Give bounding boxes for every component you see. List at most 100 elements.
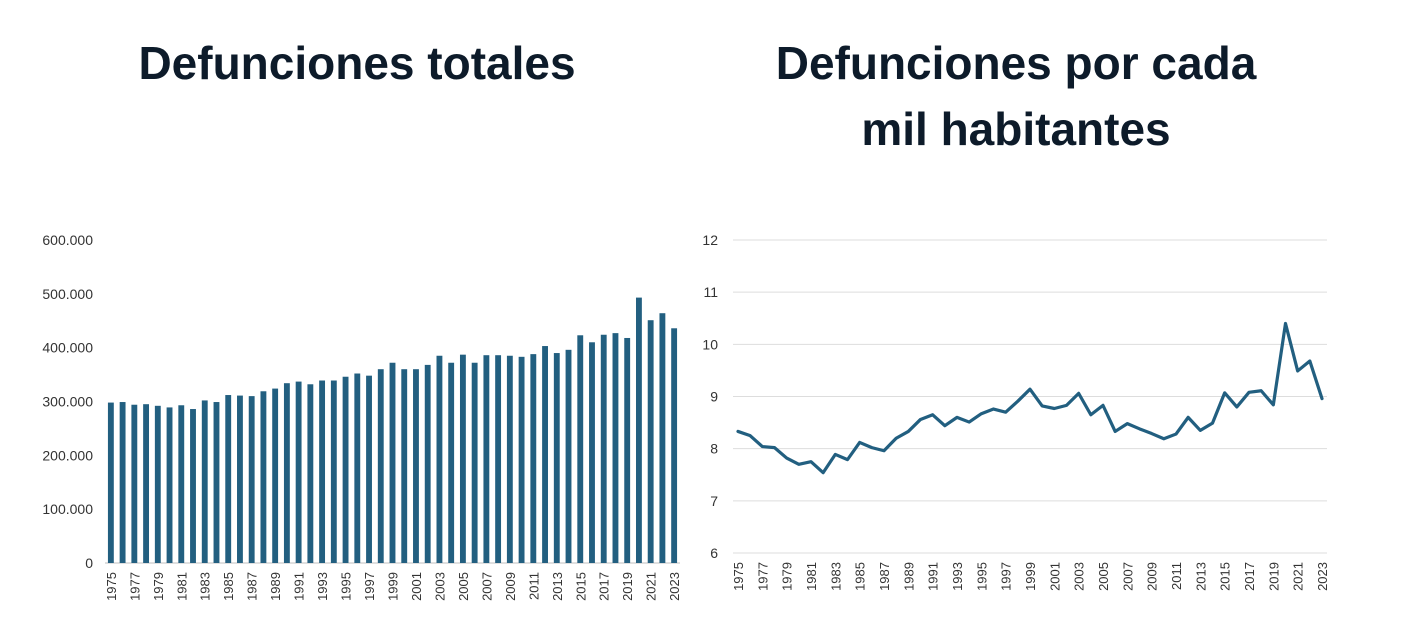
death-rate-series-line — [736, 321, 1324, 475]
line-point-1999 — [1029, 388, 1031, 390]
bar-x-tick-label: 1979 — [151, 572, 166, 601]
line-point-2015 — [1223, 392, 1225, 394]
bar-1984 — [213, 402, 220, 563]
line-x-tick-label: 1981 — [804, 562, 819, 591]
bar-y-tick-label: 100.000 — [42, 501, 93, 517]
bar-2017 — [600, 334, 607, 563]
line-x-tick-label: 2005 — [1096, 562, 1111, 591]
line-point-2006 — [1114, 430, 1116, 432]
bar-1983 — [201, 400, 208, 563]
bar-x-tick-label: 1977 — [127, 572, 142, 601]
bar-2006 — [471, 362, 478, 563]
bar-2000 — [401, 369, 408, 563]
bar-2011 — [530, 354, 537, 563]
line-point-1979 — [785, 457, 787, 459]
bar-1981 — [178, 405, 185, 563]
bar-x-tick-label: 1985 — [221, 572, 236, 601]
line-y-tick-label: 8 — [710, 441, 718, 457]
line-point-1985 — [858, 441, 860, 443]
bar-2013 — [553, 353, 560, 563]
bar-x-tick-label: 2007 — [479, 572, 494, 601]
bar-x-tick-label: 1993 — [315, 572, 330, 601]
line-point-1988 — [895, 437, 897, 439]
bar-1982 — [190, 409, 196, 563]
bar-y-tick-label: 400.000 — [42, 340, 93, 356]
line-point-2023 — [1321, 397, 1323, 399]
line-x-tick-label: 1977 — [755, 562, 770, 591]
line-point-1982 — [822, 471, 824, 473]
bar-x-tick-label: 2023 — [667, 572, 682, 601]
line-point-2009 — [1150, 432, 1152, 434]
line-point-2005 — [1102, 404, 1104, 406]
line-point-1998 — [1017, 400, 1019, 402]
bar-1990 — [283, 383, 290, 563]
line-point-1977 — [761, 445, 763, 447]
line-point-2008 — [1138, 428, 1140, 430]
bar-2018 — [612, 333, 619, 563]
bar-x-tick-label: 2005 — [456, 572, 471, 601]
chart-title-total-deaths: Defunciones totales — [138, 37, 576, 89]
bar-1989 — [272, 388, 279, 563]
bar-1997 — [366, 375, 372, 563]
bar-x-tick-label: 2017 — [597, 572, 612, 601]
line-chart-death-rate: 6 7 8 9 10 11 12 1975 1977 1979 1981 1983 1985 1987 19… — [702, 232, 1330, 591]
bar-1996 — [354, 373, 361, 563]
line-point-1976 — [749, 434, 751, 436]
bar-1980 — [166, 407, 173, 563]
bar-x-tick-label: 1989 — [268, 572, 283, 601]
chart-title-death-rate: Defunciones por cada mil habitantes — [714, 30, 1318, 162]
line-point-1995 — [980, 413, 982, 415]
line-point-2002 — [1065, 404, 1067, 406]
bar-2009 — [506, 355, 513, 563]
line-point-2022 — [1309, 360, 1311, 362]
bar-1978 — [143, 404, 150, 563]
bar-x-tick-label: 1975 — [104, 572, 119, 601]
bar-1993 — [319, 380, 326, 563]
line-point-2013 — [1199, 429, 1201, 431]
line-y-tick-label: 10 — [702, 336, 718, 352]
line-point-1992 — [944, 425, 946, 427]
bar-1995 — [342, 376, 349, 563]
bar-x-tick-label: 2003 — [432, 572, 447, 601]
bar-2023 — [671, 328, 678, 563]
line-point-2000 — [1041, 405, 1043, 407]
line-point-2018 — [1260, 390, 1262, 392]
bar-x-tick-label: 2021 — [644, 572, 659, 601]
bar-x-tick-label: 2015 — [573, 572, 588, 601]
line-x-tick-label: 1993 — [950, 562, 965, 591]
line-point-1997 — [1004, 411, 1006, 413]
bar-y-tick-label: 600.000 — [42, 232, 93, 248]
bar-x-tick-label: 1983 — [198, 572, 213, 601]
bar-2005 — [459, 354, 466, 563]
line-point-1981 — [810, 461, 812, 463]
bar-y-tick-label: 500.000 — [42, 286, 93, 302]
line-x-tick-label: 2013 — [1193, 562, 1208, 591]
line-x-tick-label: 1995 — [974, 562, 989, 591]
line-x-tick-label: 1987 — [877, 562, 892, 591]
bar-x-tick-label: 1981 — [174, 572, 189, 601]
bar-1994 — [330, 380, 337, 563]
bar-y-tick-label: 300.000 — [42, 394, 93, 410]
bar-2010 — [518, 356, 525, 563]
line-point-1993 — [956, 416, 958, 418]
line-point-1986 — [871, 446, 873, 448]
line-point-1984 — [846, 458, 848, 460]
line-point-1994 — [968, 421, 970, 423]
line-point-2014 — [1211, 422, 1213, 424]
bar-1999 — [389, 362, 396, 563]
line-y-tick-label: 7 — [710, 493, 718, 509]
bar-1986 — [237, 395, 243, 563]
bar-1979 — [154, 405, 161, 563]
bar-y-tick-label: 200.000 — [42, 447, 93, 463]
line-point-1983 — [834, 453, 836, 455]
line-point-2011 — [1175, 433, 1177, 435]
line-y-tick-label: 6 — [710, 545, 718, 561]
bar-1987 — [248, 396, 255, 563]
bar-x-tick-label: 2009 — [503, 572, 518, 601]
line-x-tick-label: 1983 — [828, 562, 843, 591]
line-point-2007 — [1126, 422, 1128, 424]
line-point-1980 — [798, 463, 800, 465]
bar-1985 — [225, 395, 232, 563]
line-point-1989 — [907, 430, 909, 432]
